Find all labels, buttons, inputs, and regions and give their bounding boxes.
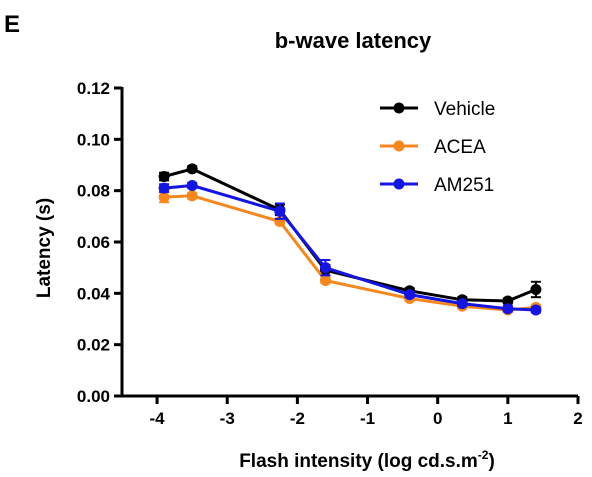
y-tick-label: 0.10: [77, 130, 110, 149]
series-line-am251: [163, 184, 536, 312]
series-layer: [158, 163, 542, 316]
data-point: [274, 205, 286, 217]
data-point: [158, 171, 170, 183]
y-tick-label: 0.02: [77, 336, 110, 355]
x-axis-label-sup: -2: [478, 448, 489, 462]
data-point: [404, 289, 416, 301]
x-tick-label: -4: [150, 409, 166, 428]
data-point: [186, 180, 198, 192]
data-point: [186, 163, 198, 175]
series-acea: [158, 190, 542, 316]
data-point: [186, 190, 198, 202]
data-point: [158, 182, 170, 194]
y-axis-label: Latency (s): [34, 198, 55, 298]
legend-marker: [393, 102, 405, 114]
y-tick-label: 0.12: [77, 79, 110, 98]
data-point: [530, 304, 542, 316]
data-point: [502, 303, 514, 315]
legend: Vehicle ACEA AM251: [380, 99, 495, 196]
series-line-acea: [164, 194, 537, 312]
data-point: [319, 275, 331, 286]
legend-marker: [393, 140, 405, 152]
legend-entry-vehicle: Vehicle: [380, 99, 495, 120]
x-tick-label: 0: [433, 409, 442, 428]
x-tick-label: -3: [220, 409, 235, 428]
legend-entry-acea: ACEA: [380, 137, 486, 158]
data-point: [502, 295, 514, 307]
x-axis-label-close: ): [488, 451, 494, 472]
y-tick-label: 0.00: [77, 387, 110, 406]
data-point: [158, 191, 170, 203]
y-tick-label: 0.06: [77, 233, 110, 252]
data-point: [456, 298, 468, 310]
legend-label: Vehicle: [434, 99, 495, 120]
x-tick-label: 1: [503, 409, 512, 428]
y-tick-label: 0.04: [77, 284, 111, 303]
x-axis-label: Flash intensity (log cd.s.m-2): [239, 448, 495, 472]
x-axis-ticks: -4 -3 -2 -1 0 1 2: [150, 396, 583, 428]
x-tick-label: -2: [290, 409, 305, 428]
panel-letter: E: [4, 11, 20, 38]
y-axis-ticks: 0.00 0.02 0.04 0.06 0.08 0.10 0.12: [77, 79, 122, 406]
x-axis-label-main: Flash intensity (log cd.s.m: [239, 451, 478, 472]
legend-label: AM251: [434, 175, 494, 196]
x-tick-label: 2: [573, 409, 582, 428]
axes: [120, 87, 578, 398]
series-am251: [158, 180, 542, 316]
x-tick-label: -1: [360, 409, 375, 428]
legend-label: ACEA: [434, 137, 486, 158]
data-point: [319, 262, 331, 274]
data-point: [530, 283, 542, 295]
y-tick-label: 0.08: [77, 182, 110, 201]
legend-marker: [393, 178, 405, 190]
chart-title: b-wave latency: [275, 28, 432, 53]
legend-entry-am251: AM251: [380, 175, 494, 196]
